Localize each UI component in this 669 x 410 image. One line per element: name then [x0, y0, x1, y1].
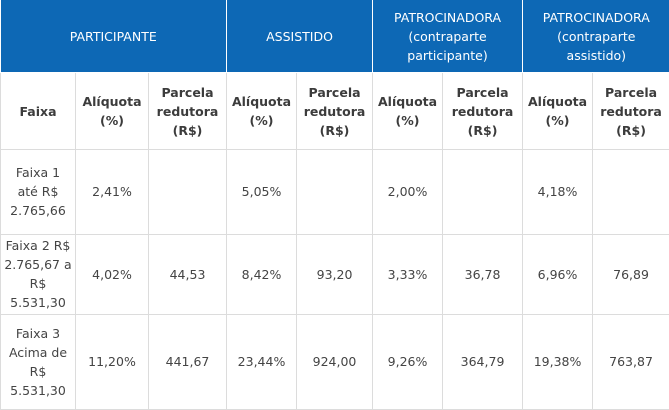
group-header-row: PARTICIPANTE ASSISTIDO PATROCINADORA (co…: [0, 0, 669, 73]
patr-assistido-parcela-cell: 763,87: [592, 313, 669, 410]
patr-participante-parcela-cell: 364,79: [442, 313, 524, 410]
column-header-parcela: Parcela redutora (R$): [592, 72, 669, 150]
table-row: Faixa 1 até R$ 2.765,66 2,41% 5,05% 2,00…: [0, 149, 669, 235]
patr-assistido-aliquota-cell: 6,96%: [522, 233, 594, 315]
table-row: Faixa 2 R$ 2.765,67 a R$ 5.531,30 4,02% …: [0, 233, 669, 315]
patr-participante-aliquota-cell: 2,00%: [372, 149, 444, 235]
patr-assistido-parcela-cell: 76,89: [592, 233, 669, 315]
group-header-assistido: ASSISTIDO: [226, 0, 374, 73]
column-header-row: Faixa Alíquota (%) Parcela redutora (R$)…: [0, 72, 669, 150]
table-row: Faixa 3 Acima de R$ 5.531,30 11,20% 441,…: [0, 313, 669, 410]
column-header-aliquota: Alíquota (%): [372, 72, 444, 150]
participante-parcela-cell: 441,67: [147, 313, 228, 410]
patr-participante-parcela-cell: 36,78: [442, 233, 524, 315]
group-header-participante: PARTICIPANTE: [0, 0, 228, 73]
column-header-aliquota: Alíquota (%): [226, 72, 298, 150]
participante-aliquota-cell: 2,41%: [75, 149, 149, 235]
column-header-parcela: Parcela redutora (R$): [442, 72, 524, 150]
participante-aliquota-cell: 11,20%: [75, 313, 149, 410]
assistido-aliquota-cell: 23,44%: [226, 313, 298, 410]
column-header-aliquota: Alíquota (%): [75, 72, 149, 150]
group-header-patrocinadora-participante: PATROCINADORA (contraparte participante): [372, 0, 524, 73]
patr-participante-parcela-cell: [442, 149, 524, 235]
faixa-cell: Faixa 3 Acima de R$ 5.531,30: [0, 313, 76, 410]
patr-assistido-parcela-cell: [592, 149, 669, 235]
assistido-parcela-cell: 93,20: [296, 233, 374, 315]
assistido-aliquota-cell: 5,05%: [226, 149, 298, 235]
assistido-aliquota-cell: 8,42%: [226, 233, 298, 315]
assistido-parcela-cell: [296, 149, 374, 235]
column-header-faixa: Faixa: [0, 72, 76, 150]
faixa-cell: Faixa 1 até R$ 2.765,66: [0, 149, 76, 235]
group-header-patrocinadora-assistido: PATROCINADORA (contraparte assistido): [522, 0, 669, 73]
assistido-parcela-cell: 924,00: [296, 313, 374, 410]
participante-aliquota-cell: 4,02%: [75, 233, 149, 315]
participante-parcela-cell: 44,53: [147, 233, 228, 315]
participante-parcela-cell: [147, 149, 228, 235]
patr-assistido-aliquota-cell: 4,18%: [522, 149, 594, 235]
column-header-parcela: Parcela redutora (R$): [296, 72, 374, 150]
faixa-cell: Faixa 2 R$ 2.765,67 a R$ 5.531,30: [0, 233, 76, 315]
column-header-aliquota: Alíquota (%): [522, 72, 594, 150]
patr-participante-aliquota-cell: 9,26%: [372, 313, 444, 410]
patr-assistido-aliquota-cell: 19,38%: [522, 313, 594, 410]
patr-participante-aliquota-cell: 3,33%: [372, 233, 444, 315]
column-header-parcela: Parcela redutora (R$): [147, 72, 228, 150]
